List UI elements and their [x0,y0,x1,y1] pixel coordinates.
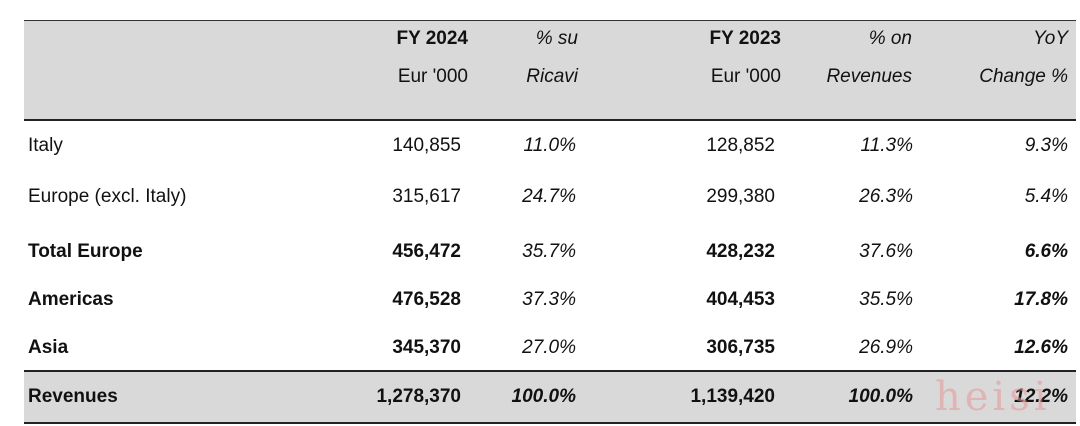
total-yoy: 12.2% [1014,386,1068,407]
total-pct2024: 100.0% [511,386,576,407]
total-fy2023: 1,139,420 [690,386,775,407]
table-header: FY 2024 Eur '000 % su Ricavi FY 2023 Eur… [24,20,1076,121]
row-fy2024: 456,472 [392,241,461,262]
row-label: Americas [28,289,114,310]
header-fy2024: FY 2024 [396,28,468,49]
row-fy2023: 306,735 [706,337,775,358]
header-fy2024-unit: Eur '000 [397,66,468,87]
row-fy2024: 345,370 [392,337,461,358]
row-yoy: 5.4% [1024,186,1068,207]
total-row: Revenues 1,278,370 100.0% 1,139,420 100.… [24,370,1076,424]
row-label: Italy [28,135,63,156]
total-fy2024: 1,278,370 [376,386,461,407]
header-fy2023: FY 2023 [709,28,781,49]
header-pct-su: % su [535,28,578,49]
row-fy2023: 404,453 [706,289,775,310]
row-yoy: 6.6% [1024,241,1068,262]
row-fy2023: 128,852 [706,135,775,156]
table-row: Europe (excl. Italy) 315,617 24.7% 299,3… [24,182,1076,212]
label-column-bg [24,121,291,371]
row-label: Asia [28,337,69,358]
row-yoy: 17.8% [1014,289,1068,310]
total-label: Revenues [28,386,118,407]
table-row: Asia 345,370 27.0% 306,735 26.9% 12.6% [24,333,1076,363]
row-yoy: 12.6% [1014,337,1068,358]
header-change: Change % [979,66,1068,87]
table-body: Italy 140,855 11.0% 128,852 11.3% 9.3% E… [24,121,1076,371]
revenue-table: FY 2024 Eur '000 % su Ricavi FY 2023 Eur… [24,20,1076,424]
header-yoy: YoY [1033,28,1068,49]
header-fy2023-unit: Eur '000 [710,66,781,87]
row-pct2023: 35.5% [859,289,913,310]
row-fy2024: 140,855 [392,135,461,156]
header-ricavi: Ricavi [526,66,578,87]
row-label: Total Europe [28,241,143,262]
row-pct2023: 26.3% [859,186,913,207]
row-pct2024: 24.7% [522,186,576,207]
row-pct2024: 11.0% [523,135,576,156]
row-yoy: 9.3% [1024,135,1068,156]
row-fy2023: 428,232 [706,241,775,262]
row-pct2024: 35.7% [522,241,576,262]
data-column-bg [291,121,1076,371]
table-row: Americas 476,528 37.3% 404,453 35.5% 17.… [24,285,1076,315]
row-pct2024: 37.3% [522,289,576,310]
row-fy2024: 315,617 [392,186,461,207]
row-pct2024: 27.0% [522,337,576,358]
row-pct2023: 26.9% [859,337,913,358]
table-row: Total Europe 456,472 35.7% 428,232 37.6%… [24,237,1076,267]
row-pct2023: 37.6% [859,241,913,262]
header-pct-on: % on [868,28,912,49]
row-fy2023: 299,380 [706,186,775,207]
total-pct2023: 100.0% [848,386,913,407]
row-label: Europe (excl. Italy) [28,186,187,207]
row-fy2024: 476,528 [392,289,461,310]
row-pct2023: 11.3% [860,135,913,156]
header-revenues: Revenues [826,66,912,87]
table-row: Italy 140,855 11.0% 128,852 11.3% 9.3% [24,131,1076,161]
